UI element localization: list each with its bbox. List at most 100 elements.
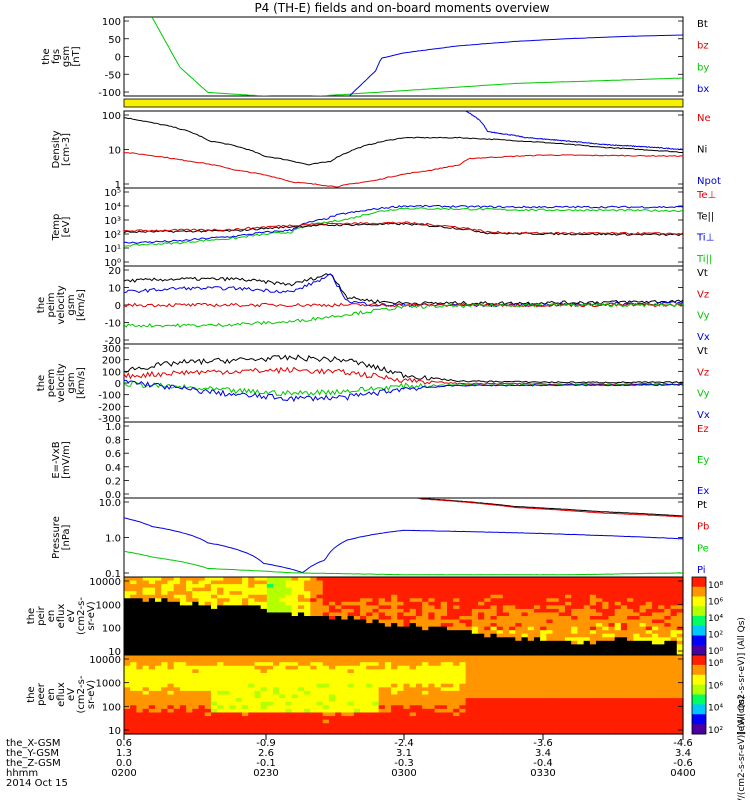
legend-red: bz (697, 41, 709, 52)
x-tick-label: 3.4 (535, 748, 551, 759)
y-tick-label: 0.4 (105, 463, 121, 474)
colorbar-tick: 10⁶ (708, 598, 723, 608)
y-axis-label: gsm (66, 372, 77, 393)
series-Vt (124, 354, 683, 384)
legend-blue: Pi (697, 565, 706, 576)
y-axis-label: the (26, 686, 37, 702)
y-axis-label: [nPa] (61, 524, 72, 550)
y-axis-label: velocity (56, 363, 67, 402)
y-axis-label: [km/s] (76, 289, 87, 321)
panel-frame (123, 497, 684, 578)
x-row-label: the_X-GSM (6, 738, 60, 749)
y-tick-label: 1.0 (105, 422, 121, 433)
x-tick-label: -2.4 (394, 738, 414, 749)
legend-blue: Ex (697, 486, 709, 497)
series-Vx (124, 379, 683, 403)
y-axis-label: en (46, 610, 57, 623)
colorbar-tick: 10² (708, 726, 723, 736)
y-axis-label: peim (46, 292, 57, 317)
y-axis-label: (cm2-s- (76, 597, 87, 635)
y-axis-label: [km/s] (76, 367, 87, 399)
x-tick-label: 0330 (530, 768, 555, 779)
x-tick-label: 0300 (391, 768, 416, 779)
y-axis-label: the (36, 297, 47, 313)
y-axis-label: [cm-3] (61, 133, 72, 166)
panel-frame (123, 187, 684, 267)
y-axis-label: en (46, 688, 57, 701)
panel-fgs: 100 50 0 -50 -100 the fgs gsm [nT] Bt bz by bx (41, 16, 709, 99)
legend-black: Te|| (696, 211, 714, 222)
series-group-density (124, 111, 683, 188)
y-tick-label: 0.6 (105, 449, 121, 460)
y-axis-label: eV (66, 609, 77, 622)
y-tick-label: 10⁰ (104, 258, 121, 269)
y-tick-label: 0 (115, 53, 121, 64)
y-axis-label: velocity (56, 285, 67, 324)
legend-green: Ey (697, 455, 709, 466)
series-Ne (124, 152, 683, 188)
y-tick-label: 10 (108, 647, 121, 658)
y-axis-label: (cm2-s- (76, 675, 87, 713)
y-axis-label: the (41, 48, 52, 64)
legend-black: Bt (697, 19, 708, 30)
x-row-label: the_Y-GSM (6, 748, 59, 759)
y-axis-label: sr-eV) (86, 601, 97, 630)
y-tick-label: 300 (102, 344, 121, 355)
series-Ni (124, 117, 683, 166)
y-tick-label: 200 (102, 356, 121, 367)
y-tick-label: -50 (105, 70, 121, 81)
spectrogram-peir (124, 577, 684, 656)
y-tick-label: 10000 (89, 577, 121, 588)
legend-red: Ne (697, 113, 711, 124)
panel-temp: 10⁵ 10⁴ 10³ 10² 10¹ 10⁰ Temp [eV] Te⊥ Te|| Ti⊥ Ti|| (51, 187, 716, 269)
y-tick-label: 1000 (96, 600, 121, 611)
y-axis-label: sr-eV) (86, 680, 97, 709)
legend-green: Vy (697, 389, 710, 400)
y-tick-label: 10³ (104, 216, 121, 227)
y-tick-label: 50 (108, 35, 121, 46)
x-tick-label: -0.9 (256, 738, 276, 749)
series-Pb (420, 498, 683, 518)
y-tick-label: 0.8 (105, 436, 121, 447)
y-tick-label: 1 (115, 180, 121, 191)
panel-frame (123, 110, 684, 189)
colorbar-tick: 10⁴ (708, 704, 723, 714)
date-label: 2014 Oct 15 (6, 778, 68, 789)
y-axis-label: peer (36, 682, 47, 706)
legend-black: Vt (697, 346, 708, 357)
legend-red: Te⊥ (696, 190, 716, 201)
y-tick-label: 100 (102, 702, 121, 713)
y-axis-label: peir (36, 605, 47, 625)
x-tick-label: -0.1 (256, 758, 276, 769)
series-group-pressure (124, 498, 683, 576)
legend-green: Ti|| (696, 254, 712, 265)
x-row-label: the_Z-GSM (6, 758, 61, 769)
series-Vz (124, 366, 683, 386)
x-tick-label: 3.1 (396, 748, 412, 759)
y-axis-label: the (36, 375, 47, 391)
y-tick-label: 0.1 (105, 569, 121, 580)
series-Vy (124, 302, 683, 328)
x-tick-label: -4.6 (673, 738, 693, 749)
series-by (151, 17, 683, 96)
series-Pe (124, 550, 683, 576)
y-axis-label: gsm (66, 294, 77, 315)
series-Ti⊥ (124, 204, 683, 244)
series-Vx (124, 273, 683, 308)
y-axis-label: eflux (56, 604, 67, 629)
legend-green: by (697, 62, 709, 73)
y-tick-label: 1000 (96, 679, 121, 690)
y-tick-label: -10 (105, 319, 121, 330)
x-tick-label: 2.6 (258, 748, 274, 759)
spectrogram-peer (124, 655, 684, 735)
x-tick-label: -0.6 (673, 758, 693, 769)
colorbar-tick: 10⁰ (708, 647, 723, 657)
y-tick-label: 100 (102, 111, 121, 122)
colorbar-peir: 10⁸ 10⁶ 10⁴ 10² 10⁰ [eV/(cm2-s-sr-eV)] (All Q… (691, 576, 747, 735)
series-group-fgs (151, 17, 683, 96)
y-tick-label: 10⁴ (104, 202, 121, 213)
y-tick-label: -20 (105, 336, 121, 347)
